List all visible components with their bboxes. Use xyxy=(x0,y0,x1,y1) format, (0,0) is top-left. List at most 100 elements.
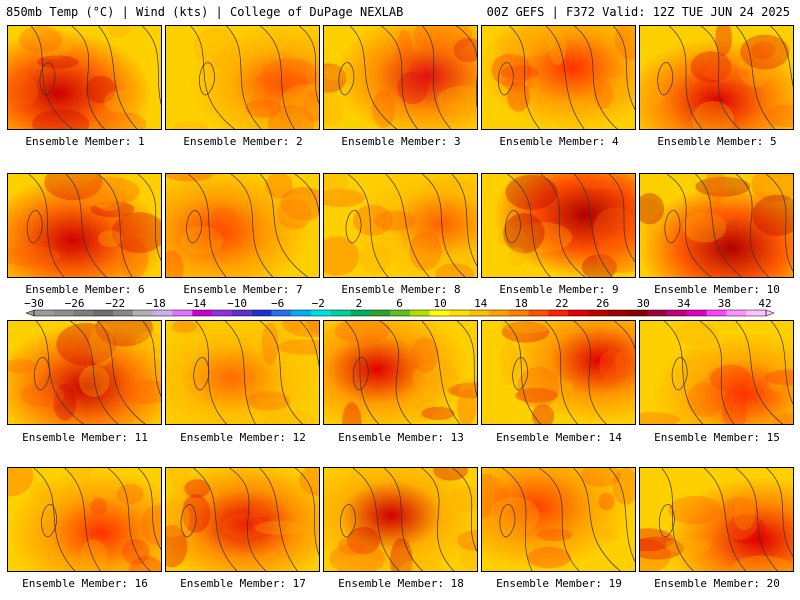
legend-tick-label: 18 xyxy=(515,297,528,310)
legend-color-swatch xyxy=(469,310,490,316)
legend-color-swatch xyxy=(73,310,94,316)
ensemble-member-map xyxy=(7,320,162,425)
ensemble-member-label: Ensemble Member: 11 xyxy=(22,431,148,444)
legend-tick-label: 38 xyxy=(718,297,731,310)
model-run-info: 00Z GEFS | F372 Valid: 12Z TUE JUN 24 20… xyxy=(486,5,790,19)
legend-color-swatch xyxy=(508,310,529,316)
legend-color-swatch xyxy=(113,310,134,316)
legend-color-swatch xyxy=(429,310,450,316)
ensemble-member-map xyxy=(7,25,162,130)
ensemble-member-label: Ensemble Member: 7 xyxy=(183,283,303,296)
legend-color-swatch xyxy=(449,310,470,316)
legend-tick-label: −2 xyxy=(312,297,325,310)
legend-tick-label: 30 xyxy=(637,297,650,310)
ensemble-member-map xyxy=(639,320,794,425)
legend-arrow-tip xyxy=(25,309,35,317)
ensemble-member-map xyxy=(323,320,478,425)
ensemble-member-label: Ensemble Member: 13 xyxy=(338,431,464,444)
legend-color-swatch xyxy=(746,310,767,316)
ensemble-member-label: Ensemble Member: 15 xyxy=(654,431,780,444)
ensemble-member-label: Ensemble Member: 2 xyxy=(183,135,303,148)
legend-color-swatch xyxy=(53,310,74,316)
ensemble-member-map xyxy=(165,467,320,572)
legend-bar-outline xyxy=(33,309,767,317)
legend-color-swatch xyxy=(251,310,272,316)
legend-color-swatch xyxy=(568,310,589,316)
ensemble-member-label: Ensemble Member: 16 xyxy=(22,577,148,590)
legend-color-swatch xyxy=(271,310,292,316)
legend-color-swatch xyxy=(607,310,628,316)
legend-color-swatch xyxy=(350,310,371,316)
ensemble-member-label: Ensemble Member: 14 xyxy=(496,431,622,444)
ensemble-member-label: Ensemble Member: 3 xyxy=(341,135,461,148)
legend-tick-label: 14 xyxy=(474,297,488,310)
legend-tick-label: 22 xyxy=(555,297,568,310)
ensemble-member-map xyxy=(639,467,794,572)
ensemble-member-map xyxy=(481,320,636,425)
legend-tick-label: 26 xyxy=(596,297,609,310)
legend-color-swatch xyxy=(587,310,609,316)
legend-color-swatch xyxy=(370,310,391,316)
legend-tick-label: 2 xyxy=(356,297,363,310)
legend-color-swatch xyxy=(172,310,193,316)
ensemble-member-label: Ensemble Member: 20 xyxy=(654,577,780,590)
legend-color-swatch xyxy=(212,310,233,316)
legend-color-swatch xyxy=(34,310,55,316)
legend-color-swatch xyxy=(132,310,153,316)
ensemble-member-label: Ensemble Member: 18 xyxy=(338,577,464,590)
legend-tick-label: −18 xyxy=(146,297,166,310)
legend-color-swatch xyxy=(548,310,569,316)
ensemble-member-map xyxy=(639,25,794,130)
legend-tick-label: 10 xyxy=(433,297,446,310)
temperature-color-legend: −30 −26 −22 −18 −14 −10 −6 −2 2 6 10 14 18 22 26 30 34 38… xyxy=(24,297,775,317)
legend-color-swatch xyxy=(330,310,351,316)
ensemble-member-map xyxy=(165,173,320,278)
ensemble-member-label: Ensemble Member: 19 xyxy=(496,577,622,590)
ensemble-member-map xyxy=(481,467,636,572)
legend-tick-label: 6 xyxy=(396,297,403,310)
ensemble-member-label: Ensemble Member: 9 xyxy=(499,283,619,296)
ensemble-member-label: Ensemble Member: 12 xyxy=(180,431,306,444)
legend-color-swatch xyxy=(93,310,114,316)
legend-color-swatch xyxy=(667,310,688,316)
ensemble-member-label: Ensemble Member: 4 xyxy=(499,135,619,148)
legend-color-swatch xyxy=(528,310,549,316)
legend-color-swatch xyxy=(291,310,312,316)
ensemble-member-map xyxy=(7,173,162,278)
legend-tick-label: −30 xyxy=(24,297,44,310)
legend-color-swatch xyxy=(647,310,668,316)
legend-color-swatch xyxy=(686,310,707,316)
legend-color-swatch xyxy=(152,310,173,316)
legend-tick-label: −14 xyxy=(186,297,206,310)
legend-color-swatch xyxy=(231,310,252,316)
ensemble-member-map xyxy=(481,25,636,130)
ensemble-member-map xyxy=(323,173,478,278)
ensemble-member-label: Ensemble Member: 17 xyxy=(180,577,306,590)
legend-color-swatch xyxy=(409,310,430,316)
ensemble-member-map xyxy=(7,467,162,572)
ensemble-member-label: Ensemble Member: 1 xyxy=(25,135,145,148)
legend-color-swatch xyxy=(627,310,648,316)
legend-tick-label: 34 xyxy=(677,297,691,310)
ensemble-member-map xyxy=(481,173,636,278)
legend-arrow-tip xyxy=(765,309,775,317)
ensemble-member-map xyxy=(165,320,320,425)
ensemble-member-map xyxy=(323,467,478,572)
ensemble-member-map xyxy=(323,25,478,130)
chart-title: 850mb Temp (°C) | Wind (kts) | College o… xyxy=(6,5,404,19)
ensemble-member-label: Ensemble Member: 5 xyxy=(657,135,777,148)
ensemble-member-label: Ensemble Member: 8 xyxy=(341,283,461,296)
legend-color-swatch xyxy=(706,310,727,316)
legend-tick-label: −22 xyxy=(105,297,125,310)
ensemble-member-map xyxy=(639,173,794,278)
legend-color-swatch xyxy=(310,310,332,316)
ensemble-member-map xyxy=(165,25,320,130)
legend-color-swatch xyxy=(390,310,411,316)
legend-tick-label: −10 xyxy=(227,297,247,310)
ensemble-member-label: Ensemble Member: 6 xyxy=(25,283,145,296)
legend-color-swatch xyxy=(489,310,510,316)
legend-tick-label: −6 xyxy=(271,297,284,310)
legend-tick-label: 42 xyxy=(758,297,771,310)
legend-color-swatch xyxy=(726,310,747,316)
ensemble-member-label: Ensemble Member: 10 xyxy=(654,283,780,296)
